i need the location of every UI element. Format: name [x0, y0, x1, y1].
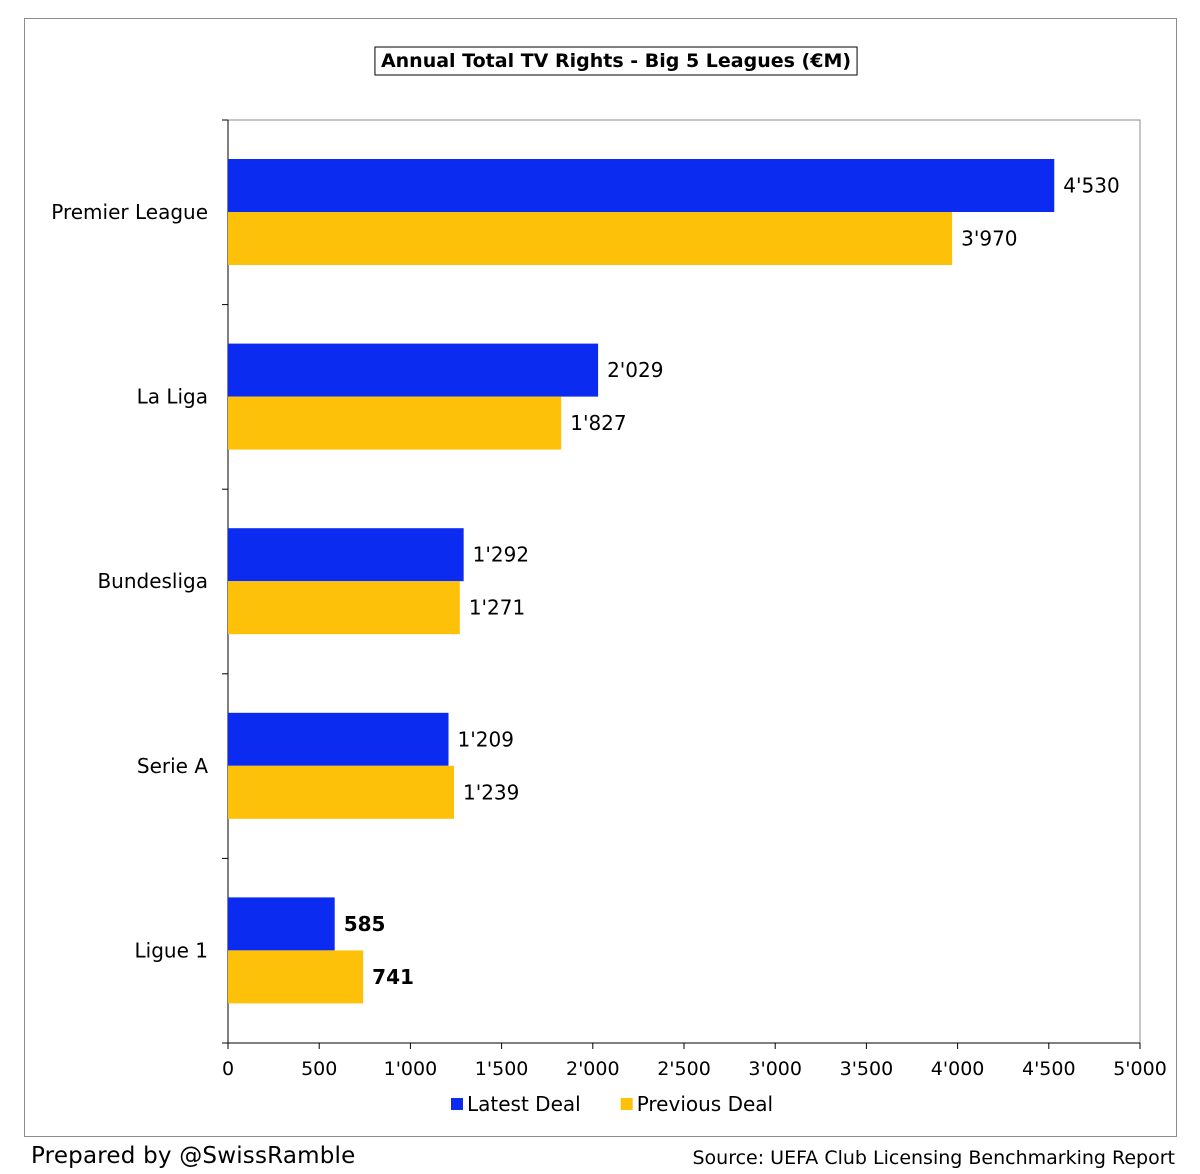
x-axis-tick-label: 2'500 [657, 1058, 711, 1080]
chart-title: Annual Total TV Rights - Big 5 Leagues (… [381, 50, 851, 72]
x-axis-tick-label: 0 [222, 1058, 234, 1080]
bar [228, 528, 464, 582]
bar [228, 712, 449, 766]
category-label: Ligue 1 [135, 938, 208, 962]
data-label: 2'029 [607, 358, 663, 382]
bar [228, 212, 953, 265]
x-axis-tick-label: 5'000 [1113, 1058, 1167, 1080]
data-label: 3'970 [961, 227, 1017, 251]
bar [228, 581, 460, 635]
bar [228, 343, 599, 397]
bar [228, 159, 1055, 212]
bar [228, 396, 562, 450]
data-label: 1'292 [473, 543, 529, 567]
legend-swatch [620, 1098, 633, 1110]
category-label: Serie A [137, 754, 208, 778]
data-label: 585 [344, 912, 386, 936]
prepared-by-credit: Prepared by @SwissRamble [31, 1143, 356, 1169]
chart-frame [24, 18, 1177, 1137]
legend-swatch [451, 1098, 463, 1110]
chart-title-box [374, 46, 858, 76]
data-label: 1'827 [570, 411, 626, 435]
bar [228, 897, 335, 951]
bar [228, 765, 454, 819]
legend-label: Previous Deal [637, 1092, 773, 1116]
data-label: 741 [372, 965, 414, 989]
data-label: 1'209 [458, 727, 514, 751]
x-axis-tick-label: 4'500 [1022, 1058, 1076, 1080]
legend-label: Latest Deal [467, 1092, 581, 1116]
category-label: Premier League [51, 200, 208, 224]
source-note: Source: UEFA Club Licensing Benchmarking… [692, 1147, 1175, 1169]
x-axis-tick-label: 1'000 [384, 1058, 438, 1080]
x-axis-tick-label: 3'500 [840, 1058, 894, 1080]
bar [228, 950, 364, 1004]
x-axis-tick-label: 4'000 [931, 1058, 985, 1080]
data-label: 1'271 [469, 596, 525, 620]
x-axis-tick-label: 500 [301, 1058, 337, 1080]
x-axis-tick-label: 2'000 [566, 1058, 620, 1080]
x-axis-tick-label: 3'000 [748, 1058, 802, 1080]
data-label: 4'530 [1063, 174, 1119, 198]
category-label: Bundesliga [97, 569, 208, 593]
category-label: La Liga [137, 385, 208, 409]
x-axis-tick-label: 1'500 [475, 1058, 529, 1080]
data-label: 1'239 [463, 780, 519, 804]
